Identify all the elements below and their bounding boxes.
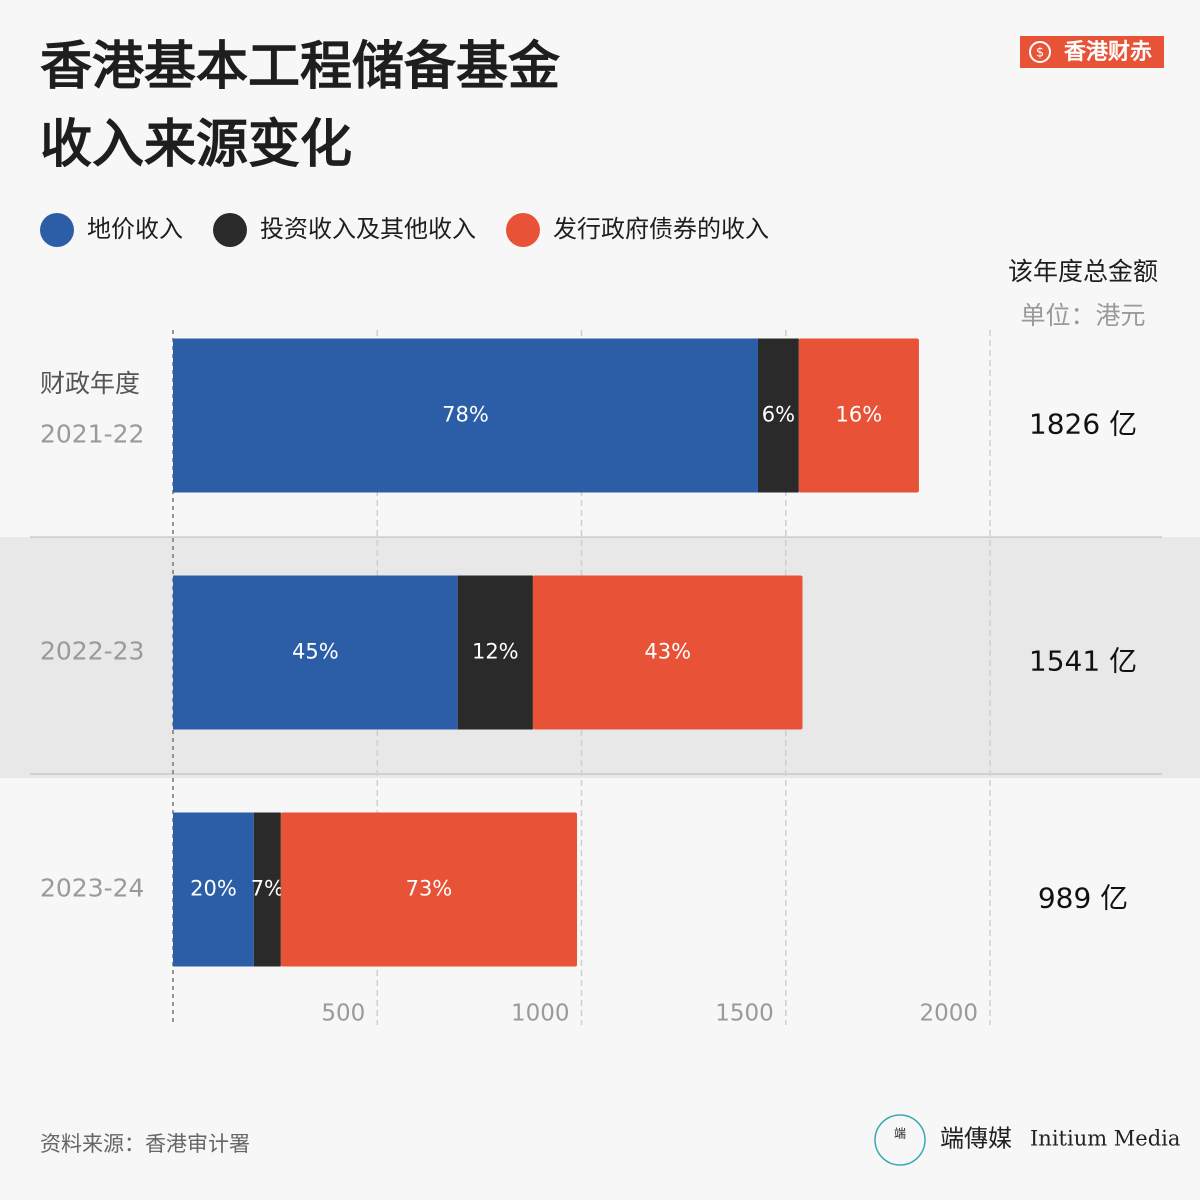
title: 香港基本工程储备基金: [40, 37, 561, 97]
bar-label: 43%: [644, 640, 691, 664]
legend-label: 发行政府债券的收入: [553, 215, 769, 243]
brand-logo: 端: [894, 1127, 906, 1141]
y-tick-label: 2023-24: [40, 874, 144, 903]
source: 资料来源：香港审计署: [40, 1132, 250, 1156]
bar-segment: [757, 338, 799, 493]
bar-segment: [457, 575, 533, 730]
bar-label: 7%: [251, 877, 284, 901]
x-tick-label: 1000: [511, 1001, 570, 1027]
bar-segment: [253, 812, 281, 967]
badge-icon: $: [1036, 46, 1044, 61]
badge: [1020, 36, 1164, 68]
bar-label: 6%: [762, 403, 795, 427]
legend-swatch: [213, 213, 247, 247]
y-axis-label: 财政年度: [40, 369, 140, 398]
legend-label: 投资收入及其他收入: [260, 215, 476, 243]
legend-label: 地价收入: [87, 215, 183, 243]
badge-text: 香港财赤: [1064, 40, 1152, 65]
bar-segment: [798, 338, 919, 493]
bar-label: 45%: [292, 640, 339, 664]
brand-logo: [874, 1114, 926, 1166]
bar-label: 16%: [836, 403, 883, 427]
brand-name: Initium Media: [1030, 1127, 1180, 1151]
bar-label: 73%: [406, 877, 453, 901]
total-title: 该年度总金额: [1008, 257, 1158, 286]
total-unit: 单位：港元: [1020, 301, 1145, 330]
title: 收入来源变化: [40, 115, 352, 175]
bar-segment: [173, 812, 254, 967]
bar-label: 12%: [472, 640, 519, 664]
badge-icon: [1029, 41, 1051, 63]
bar-segment: [280, 812, 578, 967]
legend-swatch: [40, 213, 74, 247]
total-label: 1826 亿: [1029, 408, 1137, 441]
bar-label: 78%: [442, 403, 489, 427]
y-tick-label: 2022-23: [40, 637, 144, 666]
legend-swatch: [506, 213, 540, 247]
x-tick-label: 2000: [919, 1001, 978, 1027]
total-label: 989 亿: [1038, 882, 1128, 915]
x-tick-label: 500: [321, 1001, 365, 1027]
brand-name: 端傳媒: [940, 1125, 1012, 1153]
bar-segment: [532, 575, 803, 730]
bar-segment: [173, 338, 758, 493]
bar-segment: [173, 575, 458, 730]
y-tick-label: 2021-22: [40, 420, 144, 449]
bar-label: 20%: [190, 877, 237, 901]
total-label: 1541 亿: [1029, 645, 1137, 678]
x-tick-label: 1500: [715, 1001, 774, 1027]
